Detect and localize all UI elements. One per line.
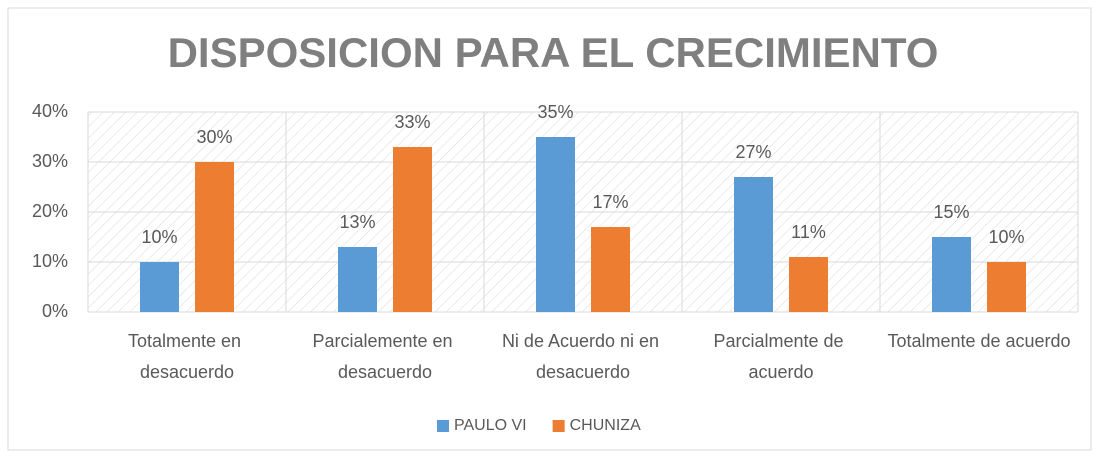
data-label: 30% (196, 127, 232, 147)
data-label: 27% (735, 142, 771, 162)
bar (393, 147, 432, 312)
x-tick-label: Totalmente en desacuerdo (128, 331, 246, 382)
legend-swatch (437, 420, 449, 432)
data-label: 10% (988, 227, 1024, 247)
y-tick-label: 30% (32, 151, 68, 171)
y-tick-label: 10% (32, 251, 68, 271)
tick-line: Totalmente en (128, 331, 246, 351)
y-tick-label: 20% (32, 201, 68, 221)
data-label: 33% (394, 112, 430, 132)
x-tick-label: Parcialmente de acuerdo (713, 331, 848, 382)
legend-swatch (552, 420, 565, 432)
legend-label: PAULO VI (454, 417, 527, 434)
tick-line: desacuerdo (140, 362, 234, 382)
bar (591, 227, 630, 312)
x-tick-label: Totalmente de acuerdo (887, 331, 1070, 351)
bar (140, 262, 179, 312)
tick-line: Ni de Acuerdo ni en (502, 331, 664, 351)
legend-label: CHUNIZA (570, 417, 641, 434)
tick-line: Totalmente de acuerdo (887, 331, 1070, 351)
y-tick-label: 40% (32, 101, 68, 121)
tick-line: Parcialemente en (312, 331, 457, 351)
bar (195, 162, 234, 312)
data-label: 10% (141, 227, 177, 247)
tick-line: acuerdo (748, 362, 813, 382)
x-tick-label: Parcialemente en desacuerdo (312, 331, 457, 382)
bar (789, 257, 828, 312)
tick-line: Parcialmente de (713, 331, 848, 351)
x-tick-label: Ni de Acuerdo ni en desacuerdo (502, 331, 664, 382)
data-label: 11% (791, 222, 826, 242)
y-tick-label: 0% (42, 301, 68, 321)
bar (987, 262, 1026, 312)
bar (338, 247, 377, 312)
data-label: 15% (933, 202, 969, 222)
bar (932, 237, 971, 312)
data-label: 13% (339, 212, 375, 232)
data-label: 17% (592, 192, 628, 212)
chart-title: DISPOSICION PARA EL CRECIMIENTO (168, 29, 939, 76)
bar (734, 177, 773, 312)
bar (536, 137, 575, 312)
tick-line: desacuerdo (338, 362, 432, 382)
tick-line: desacuerdo (536, 362, 630, 382)
data-label: 35% (537, 102, 573, 122)
